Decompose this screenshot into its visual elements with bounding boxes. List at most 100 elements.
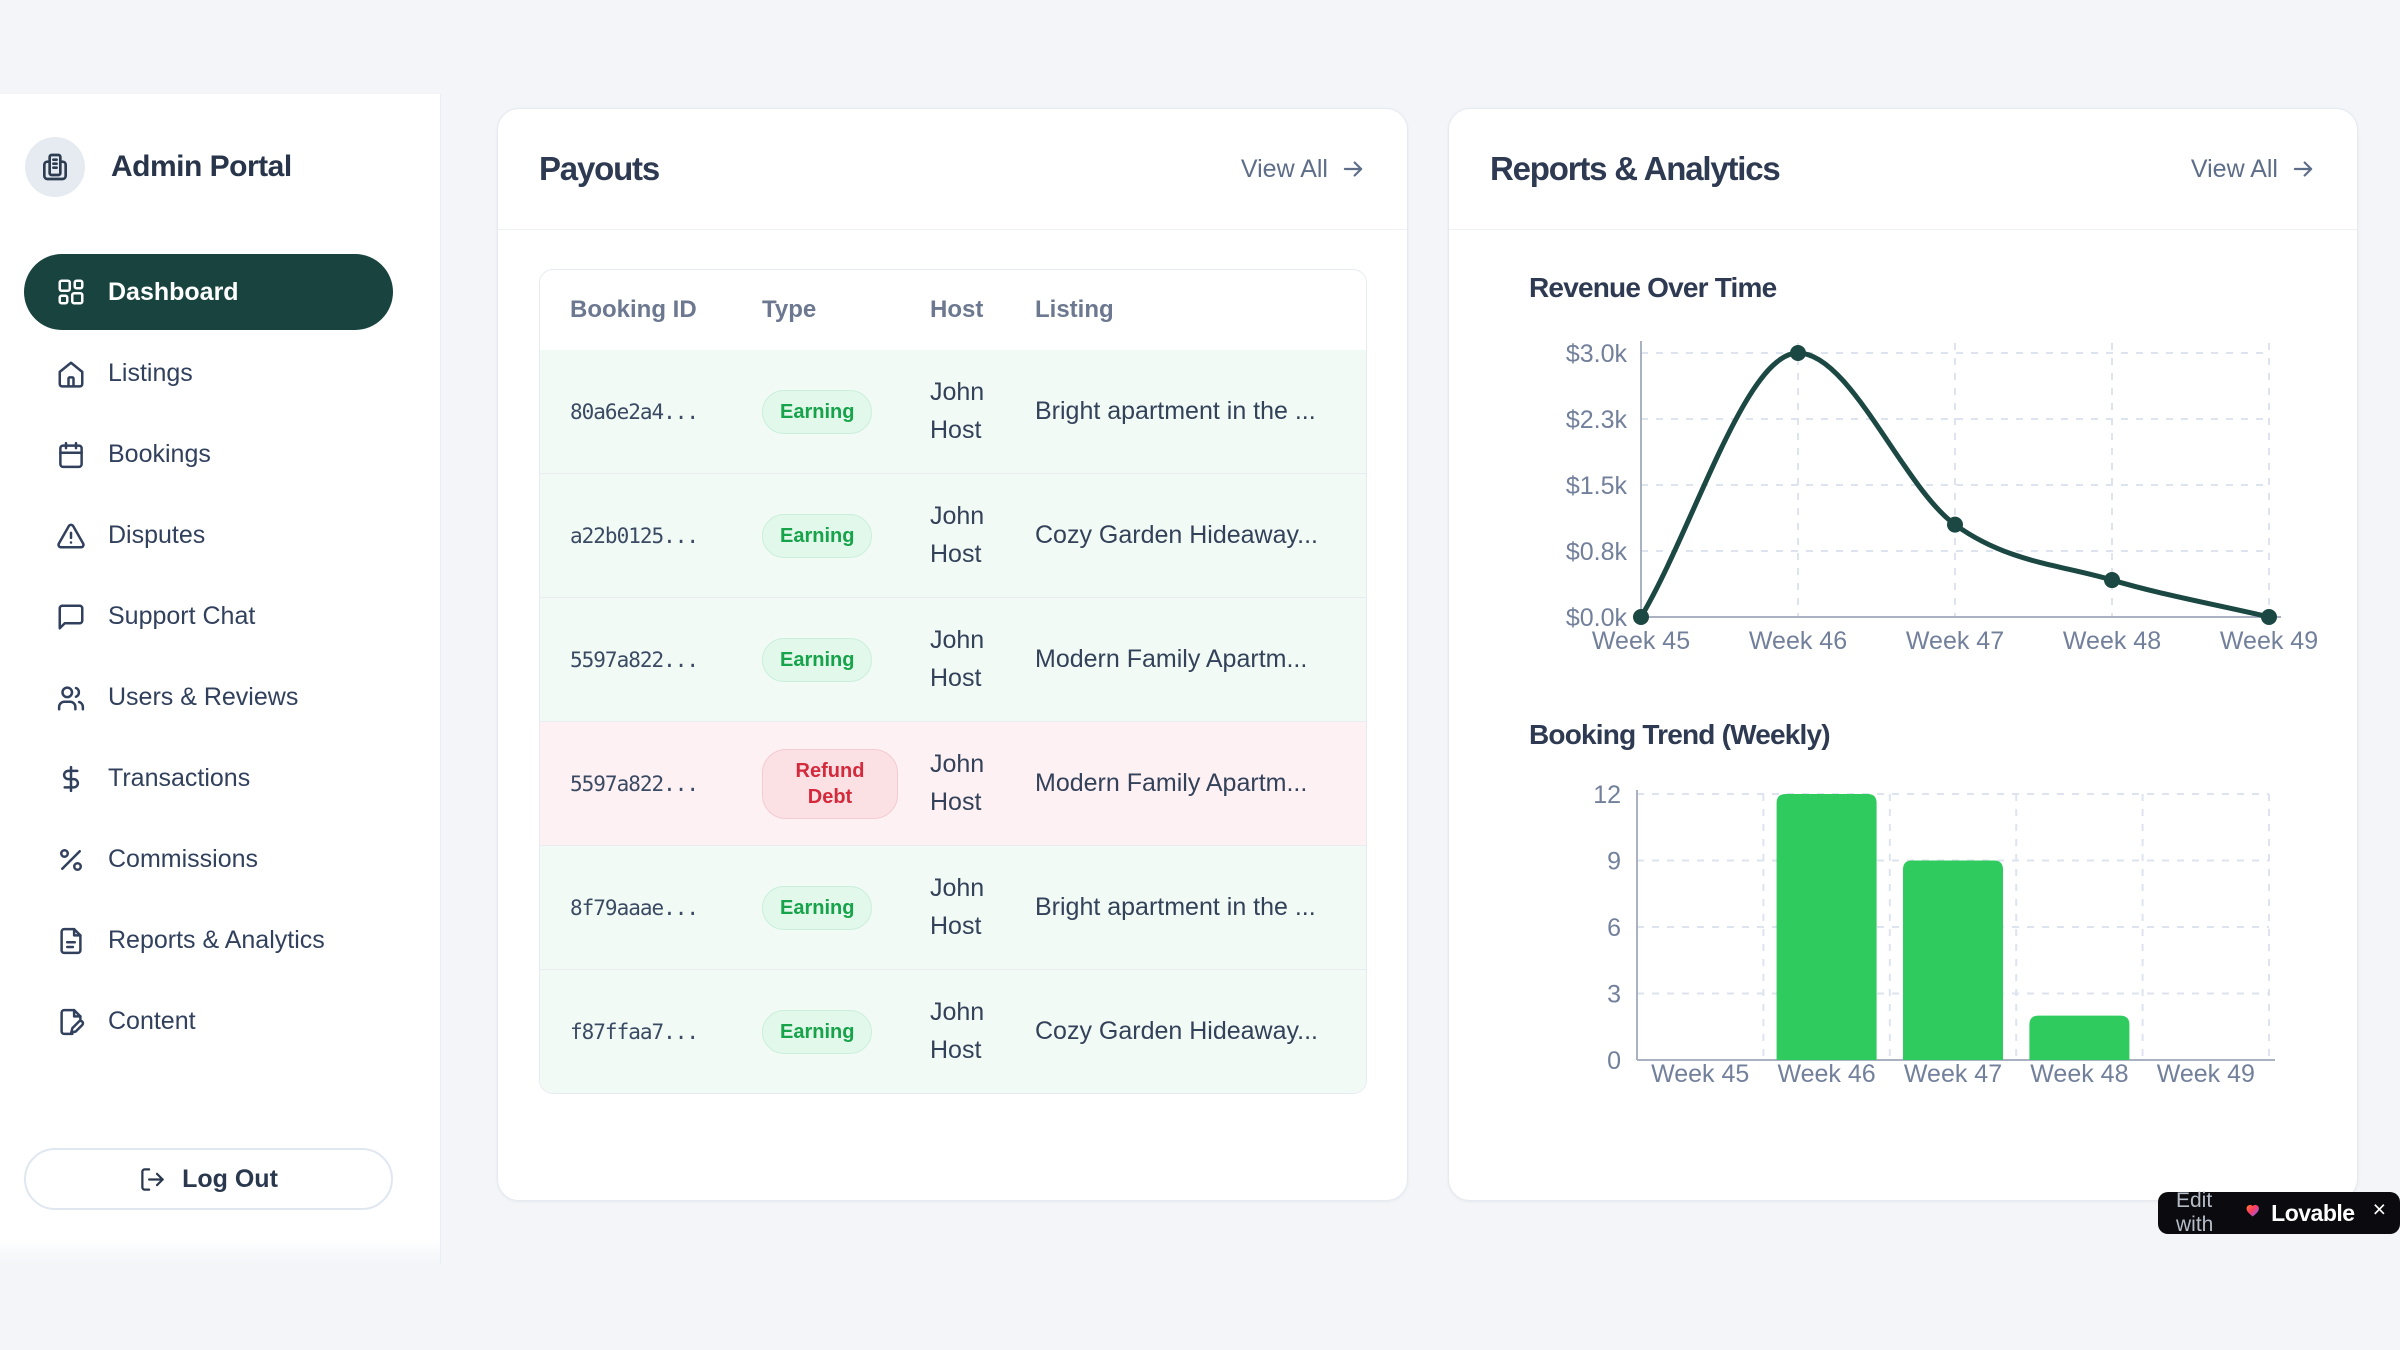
sidebar-item-label: Reports & Analytics	[108, 926, 325, 954]
sidebar-item-support-chat[interactable]: Support Chat	[0, 576, 440, 657]
payouts-view-all-link[interactable]: View All	[1241, 155, 1366, 184]
sidebar-item-label: Support Chat	[108, 602, 256, 630]
booking-id-cell: 5597a822...	[570, 647, 699, 672]
sidebar-item-label: Transactions	[108, 764, 251, 792]
revenue-chart-title: Revenue Over Time	[1529, 272, 1777, 303]
sidebar-item-label: Bookings	[108, 440, 211, 468]
svg-text:3: 3	[1607, 981, 1621, 1009]
listing-cell: Cozy Garden Hideaway...	[1035, 1017, 1318, 1045]
svg-text:Week 48: Week 48	[2063, 627, 2161, 655]
svg-text:Week 46: Week 46	[1749, 627, 1847, 655]
svg-text:Week 48: Week 48	[2030, 1060, 2128, 1088]
type-cell: Earning	[762, 513, 930, 558]
sidebar-item-disputes[interactable]: Disputes	[0, 495, 440, 576]
svg-text:6: 6	[1607, 914, 1621, 942]
sidebar-item-label: Users & Reviews	[108, 683, 299, 711]
reports-card-header: Reports & Analytics View All	[1449, 109, 2357, 230]
booking-id-cell: 8f79aaae...	[570, 895, 699, 920]
percent-icon	[56, 845, 86, 875]
type-badge: Earning	[762, 513, 873, 558]
booking-id-cell: 80a6e2a4...	[570, 399, 699, 424]
type-badge: Refund Debt	[762, 748, 898, 819]
payouts-table: Booking ID Type Host Listing 80a6e2a4...…	[539, 269, 1367, 1094]
svg-text:$2.3k: $2.3k	[1566, 406, 1628, 434]
listing-cell: Bright apartment in the ...	[1035, 397, 1316, 425]
lovable-prefix-label: Edit with	[2176, 1189, 2214, 1236]
reports-title: Reports & Analytics	[1490, 150, 1781, 187]
reports-card: Reports & Analytics View All Revenue Ove…	[1448, 108, 2358, 1201]
sidebar-item-label: Commissions	[108, 845, 259, 873]
file-text-icon	[56, 926, 86, 956]
table-row: 5597a822... Earning John Host Modern Family…	[540, 597, 1366, 721]
payouts-title: Payouts	[539, 150, 660, 187]
svg-text:$0.8k: $0.8k	[1566, 538, 1628, 566]
listing-cell: Cozy Garden Hideaway...	[1035, 521, 1318, 549]
table-row: 5597a822... Refund Debt John Host Modern Fa…	[540, 721, 1366, 845]
dashboard-grid-icon	[56, 277, 86, 307]
svg-text:Week 47: Week 47	[1906, 627, 2004, 655]
booking-id-cell: 5597a822...	[570, 771, 699, 796]
listing-cell: Modern Family Apartm...	[1035, 769, 1308, 797]
logout-icon	[139, 1166, 166, 1193]
type-badge: Earning	[762, 389, 873, 434]
type-cell: Earning	[762, 1009, 930, 1054]
listing-cell: Modern Family Apartm...	[1035, 645, 1308, 673]
lovable-brand-label: Lovable	[2271, 1199, 2355, 1226]
sidebar-item-transactions[interactable]: Transactions	[0, 738, 440, 819]
users-icon	[56, 683, 86, 713]
chat-bubble-icon	[56, 602, 86, 632]
svg-text:Week 45: Week 45	[1592, 627, 1690, 655]
arrow-right-icon	[1340, 156, 1366, 182]
svg-text:$0.0k: $0.0k	[1566, 604, 1628, 632]
brand: Admin Portal	[25, 137, 292, 197]
type-badge: Earning	[762, 1009, 873, 1054]
sidebar-item-label: Listings	[108, 359, 193, 387]
table-row: a22b0125... Earning John Host Cozy Garden H…	[540, 473, 1366, 597]
payouts-card-header: Payouts View All	[498, 109, 1407, 230]
booking-trend-bar-chart: 0 3 6 9 12 Week 45 Week 46 Week 47 Week 48 Week 4…	[1593, 781, 2275, 1088]
home-icon	[56, 359, 86, 389]
sidebar-item-dashboard[interactable]: Dashboard	[24, 254, 393, 330]
sidebar-item-content[interactable]: Content	[0, 981, 440, 1062]
sidebar-item-reports-analytics[interactable]: Reports & Analytics	[0, 900, 440, 981]
svg-text:Week 46: Week 46	[1777, 1060, 1875, 1088]
alert-triangle-icon	[56, 521, 86, 551]
lovable-close-button[interactable]: ×	[2372, 1196, 2386, 1222]
host-cell: John Host	[930, 626, 985, 692]
type-badge: Earning	[762, 885, 873, 930]
type-cell: Earning	[762, 885, 930, 930]
svg-text:Week 49: Week 49	[2220, 627, 2318, 655]
sidebar-item-commissions[interactable]: Commissions	[0, 819, 440, 900]
logout-label: Log Out	[182, 1164, 278, 1193]
view-all-label: View All	[1240, 154, 1328, 183]
sidebar-item-label: Dashboard	[108, 277, 239, 306]
view-all-label: View All	[2190, 154, 2278, 183]
logout-button[interactable]: Log Out	[24, 1148, 393, 1210]
svg-text:Week 47: Week 47	[1904, 1060, 2002, 1088]
sidebar-item-label: Disputes	[108, 521, 206, 549]
type-cell: Earning	[762, 637, 930, 682]
arrow-right-icon	[2290, 156, 2316, 182]
svg-text:Week 49: Week 49	[2157, 1060, 2255, 1088]
host-cell: John Host	[930, 502, 985, 568]
table-row: 80a6e2a4... Earning John Host Bright apartm…	[540, 350, 1366, 473]
payouts-table-header: Booking ID Type Host Listing	[540, 270, 1366, 350]
sidebar-item-users-reviews[interactable]: Users & Reviews	[0, 657, 440, 738]
sidebar-item-label: Content	[108, 1007, 196, 1035]
column-header-booking-id: Booking ID	[570, 296, 697, 323]
sidebar-item-bookings[interactable]: Bookings	[0, 414, 440, 495]
booking-id-cell: f87ffaa7...	[570, 1019, 699, 1044]
booking-trend-chart-title: Booking Trend (Weekly)	[1529, 719, 1831, 750]
payouts-card: Payouts View All Booking ID Type Host Li…	[497, 108, 1408, 1201]
svg-text:9: 9	[1607, 848, 1621, 876]
app-title: Admin Portal	[111, 150, 292, 183]
edit-with-lovable-badge[interactable]: Edit with Lovable ×	[2158, 1189, 2400, 1236]
svg-text:Week 45: Week 45	[1651, 1060, 1749, 1088]
sidebar-item-listings[interactable]: Listings	[0, 333, 440, 414]
dollar-icon	[56, 764, 86, 794]
building-icon	[39, 151, 71, 183]
reports-view-all-link[interactable]: View All	[2191, 155, 2316, 184]
file-pen-icon	[56, 1007, 86, 1037]
host-cell: John Host	[930, 378, 985, 444]
booking-id-cell: a22b0125...	[570, 523, 699, 548]
